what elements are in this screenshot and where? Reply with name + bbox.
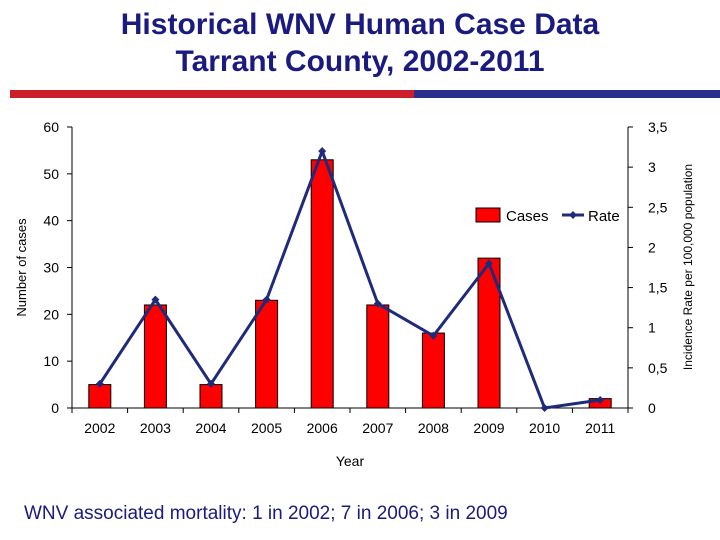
title-line-1: Historical WNV Human Case Data xyxy=(120,8,600,41)
y-tick-label-right: 1,5 xyxy=(648,280,668,296)
y-tick-label-right: 2 xyxy=(648,239,656,255)
y-tick-label-left: 0 xyxy=(51,400,59,416)
rate-line xyxy=(98,146,601,410)
y-tick-label-right: 0 xyxy=(648,400,656,416)
cases-bar xyxy=(421,332,445,409)
y-tick-label-left: 40 xyxy=(43,213,59,229)
x-tick-label: 2006 xyxy=(307,420,338,436)
x-tick-label: 2003 xyxy=(140,420,171,436)
legend-marker-rate xyxy=(569,211,577,219)
x-tick-label: 2002 xyxy=(84,420,115,436)
y-tick-label-left: 20 xyxy=(43,306,59,322)
title-rule-blue xyxy=(414,90,720,98)
y-tick-label-right: 0,5 xyxy=(648,360,668,376)
footer-band xyxy=(4,500,716,540)
cases-bar xyxy=(477,257,501,409)
x-tick-label: 2011 xyxy=(585,420,615,436)
rate-point xyxy=(95,379,104,388)
title-line-2: Tarrant County, 2002-2011 xyxy=(175,45,545,78)
rate-point xyxy=(596,395,605,404)
x-tick-label: 2009 xyxy=(473,420,504,436)
chart-frame: 0 10 20 30 40 50 60 0 0,5 1 1,5 2 2,5 3 3,5 2002 2003 200… xyxy=(4,106,716,500)
legend-label-rate: Rate xyxy=(588,208,620,225)
y-tick-label-left: 60 xyxy=(43,119,59,135)
cases-bar xyxy=(88,384,112,409)
legend-label-cases: Cases xyxy=(506,208,549,225)
slide-title: Historical WNV Human Case Data Tarrant C… xyxy=(0,6,720,80)
cases-bar xyxy=(143,304,167,409)
x-tick-label: 2010 xyxy=(529,420,560,436)
y-tick-label-left: 10 xyxy=(43,353,59,369)
rate-point xyxy=(540,404,549,412)
y-tick-label-right: 3 xyxy=(648,159,656,175)
y-tick-label-right: 3,5 xyxy=(648,119,668,135)
rate-point xyxy=(373,299,382,308)
cases-bar xyxy=(199,384,223,409)
rate-point xyxy=(429,331,438,340)
y-tick-label-right: 2,5 xyxy=(648,199,668,215)
y-tick-label-left: 30 xyxy=(43,260,59,276)
y-tick-label-right: 1 xyxy=(648,320,656,336)
rate-point xyxy=(151,295,160,304)
rate-point xyxy=(485,259,493,268)
footer-note: WNV associated mortality: 1 in 2002; 7 i… xyxy=(24,503,508,524)
rate-point xyxy=(207,379,215,388)
x-tick-label: 2004 xyxy=(195,420,226,436)
rate-point xyxy=(262,295,271,304)
y-tick-label-left: 50 xyxy=(43,166,59,182)
x-tick-label: 2007 xyxy=(362,420,393,436)
x-tick-label: 2008 xyxy=(418,420,449,436)
x-tick-label: 2005 xyxy=(251,420,282,436)
y-axis-title-left: Number of cases xyxy=(14,218,29,317)
y-axis-title-right: Incidence Rate per 100,000 population xyxy=(681,164,695,370)
title-rule-red xyxy=(10,90,414,98)
combo-chart: 0 10 20 30 40 50 60 0 0,5 1 1,5 2 2,5 3 3,5 2002 2003 200… xyxy=(14,119,695,469)
rate-point xyxy=(318,147,327,156)
cases-bar xyxy=(255,299,279,409)
cases-bar xyxy=(310,159,334,409)
legend-swatch-cases xyxy=(475,207,501,223)
x-axis-title: Year xyxy=(336,453,365,469)
cases-bar xyxy=(366,304,390,409)
